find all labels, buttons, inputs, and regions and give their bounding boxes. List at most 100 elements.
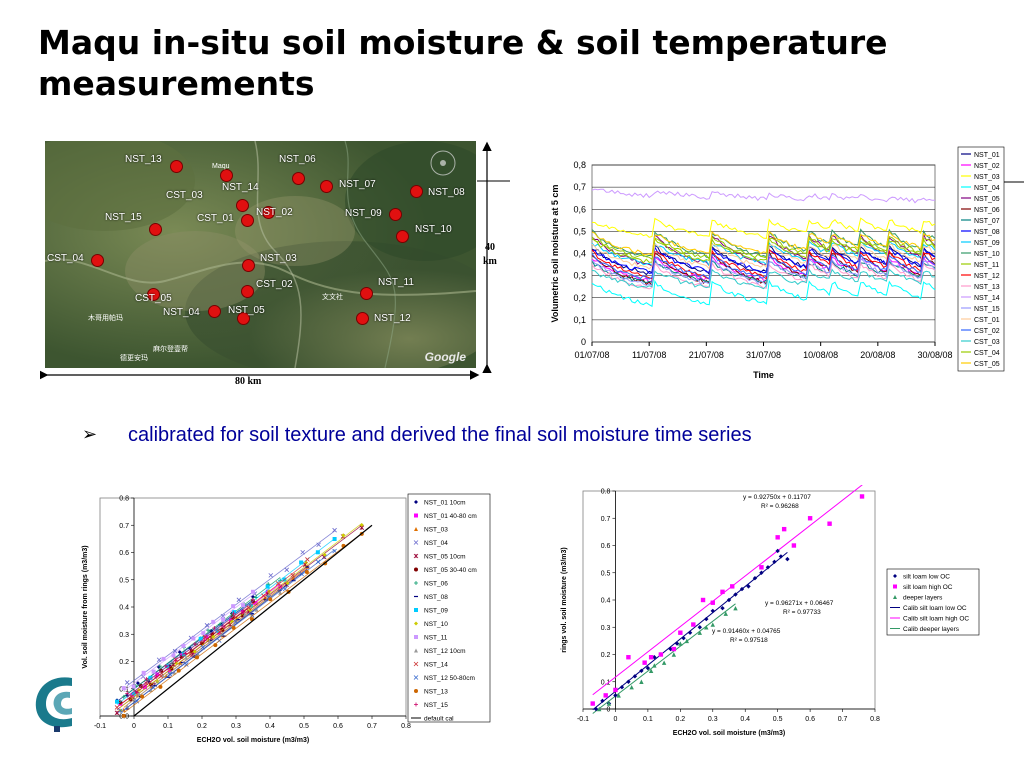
station-marker	[208, 305, 221, 318]
data-point	[691, 622, 696, 627]
legend-label: CST_03	[974, 339, 1000, 346]
y-tick-label: 0	[607, 707, 611, 714]
y-tick-label: 0.2	[119, 659, 129, 666]
data-point	[151, 685, 156, 690]
data-point	[723, 611, 728, 616]
data-point	[231, 625, 236, 630]
x-tick-label: 0.6	[805, 716, 815, 723]
data-point	[414, 635, 418, 639]
y-tick-label: 0,4	[573, 249, 586, 259]
data-point	[236, 597, 242, 603]
data-point	[115, 699, 119, 704]
data-point	[192, 641, 197, 646]
x-tick-label: 0	[613, 716, 617, 723]
legend-box	[957, 146, 1005, 372]
data-point	[704, 625, 709, 630]
x-axis-label: ECH2O vol. soil moisture (m3/m3)	[197, 737, 309, 744]
series-line	[591, 252, 936, 280]
data-point	[720, 605, 725, 611]
station-label: NST_07	[339, 179, 376, 190]
data-point	[807, 516, 813, 521]
data-point	[414, 621, 418, 626]
data-point	[648, 655, 654, 660]
x-tick-label: 01/07/08	[574, 350, 609, 360]
calibration-scatter-by-station: 0.00.10.20.30.40.50.60.70.8-0.100.10.20.…	[82, 493, 491, 744]
map-scale-arrows	[40, 141, 510, 380]
x-tick-label: 30/08/08	[917, 350, 952, 360]
station-marker	[360, 287, 373, 300]
data-point	[201, 631, 206, 636]
data-point	[167, 671, 173, 677]
data-point	[645, 665, 651, 671]
station-marker	[410, 185, 423, 198]
town-label: 麻尔登壹帮	[153, 346, 188, 353]
data-point	[775, 535, 780, 540]
data-point	[413, 675, 419, 680]
x-tick-label: 0.8	[870, 716, 880, 723]
bullet-text: calibrated for soil texture and derived …	[128, 424, 752, 446]
data-point	[859, 494, 865, 499]
x-tick-label: 0.8	[401, 723, 411, 730]
data-point	[316, 542, 321, 548]
x-axis-label: Time	[753, 370, 774, 380]
data-point	[142, 685, 147, 690]
y-tick-label: 0,2	[573, 293, 586, 303]
regression-equation: y = 0.91460x + 0.04765	[712, 628, 781, 635]
station-marker	[170, 160, 183, 173]
station-marker	[241, 285, 254, 298]
data-point	[151, 669, 156, 674]
data-point	[697, 630, 702, 635]
x-tick-label: 31/07/08	[746, 350, 781, 360]
x-tick-label: 0.4	[740, 716, 750, 723]
town-label: 德更安玛	[120, 355, 148, 362]
legend-label: NST_15	[974, 306, 1000, 313]
data-point	[414, 608, 418, 612]
data-point	[198, 636, 203, 641]
data-point	[231, 611, 236, 616]
data-point	[144, 680, 149, 686]
data-point	[791, 543, 797, 548]
data-point	[414, 648, 418, 653]
page-title: Maqu in-situ soil moisture & soil temper…	[38, 23, 888, 103]
data-point	[192, 649, 197, 654]
data-point	[268, 573, 274, 578]
data-point	[700, 597, 706, 603]
data-point	[413, 540, 419, 545]
legend-label: NST_02	[974, 163, 1000, 170]
data-point	[414, 581, 418, 585]
data-point	[639, 679, 644, 684]
station-marker	[147, 288, 160, 301]
data-point	[134, 690, 139, 695]
legend-label: CST_05	[974, 361, 1000, 368]
legend-label: NST_09	[424, 608, 448, 615]
x-tick-label: 0.5	[299, 723, 309, 730]
data-point	[733, 592, 738, 597]
y-tick-label: 0.7	[601, 516, 611, 523]
regression-equation: y = 0.96271x + 0.06467	[765, 600, 834, 607]
data-point	[652, 663, 657, 668]
data-point	[299, 571, 304, 577]
data-point	[241, 603, 246, 608]
series-line	[591, 236, 936, 264]
legend-label: NST_06	[974, 207, 1000, 214]
data-point	[590, 701, 595, 706]
regression-equation: y = 0.92750x + 0.11707	[743, 494, 811, 501]
data-point	[730, 584, 735, 589]
legend-label: NST_08	[974, 229, 1000, 236]
data-point	[827, 521, 832, 526]
data-point	[265, 584, 270, 589]
data-point	[121, 686, 126, 691]
y-tick-label: 0,7	[573, 182, 586, 192]
series-line	[591, 256, 936, 287]
data-point	[359, 522, 364, 527]
data-point	[207, 639, 212, 644]
data-point	[229, 617, 234, 622]
data-point	[248, 603, 253, 608]
data-point	[315, 550, 320, 555]
data-point	[124, 680, 130, 685]
data-point	[593, 706, 599, 712]
legend-label: NST_01 10cm	[424, 500, 466, 507]
data-point	[221, 617, 226, 622]
legend-label: NST_14	[974, 295, 1000, 302]
data-point	[275, 581, 281, 586]
